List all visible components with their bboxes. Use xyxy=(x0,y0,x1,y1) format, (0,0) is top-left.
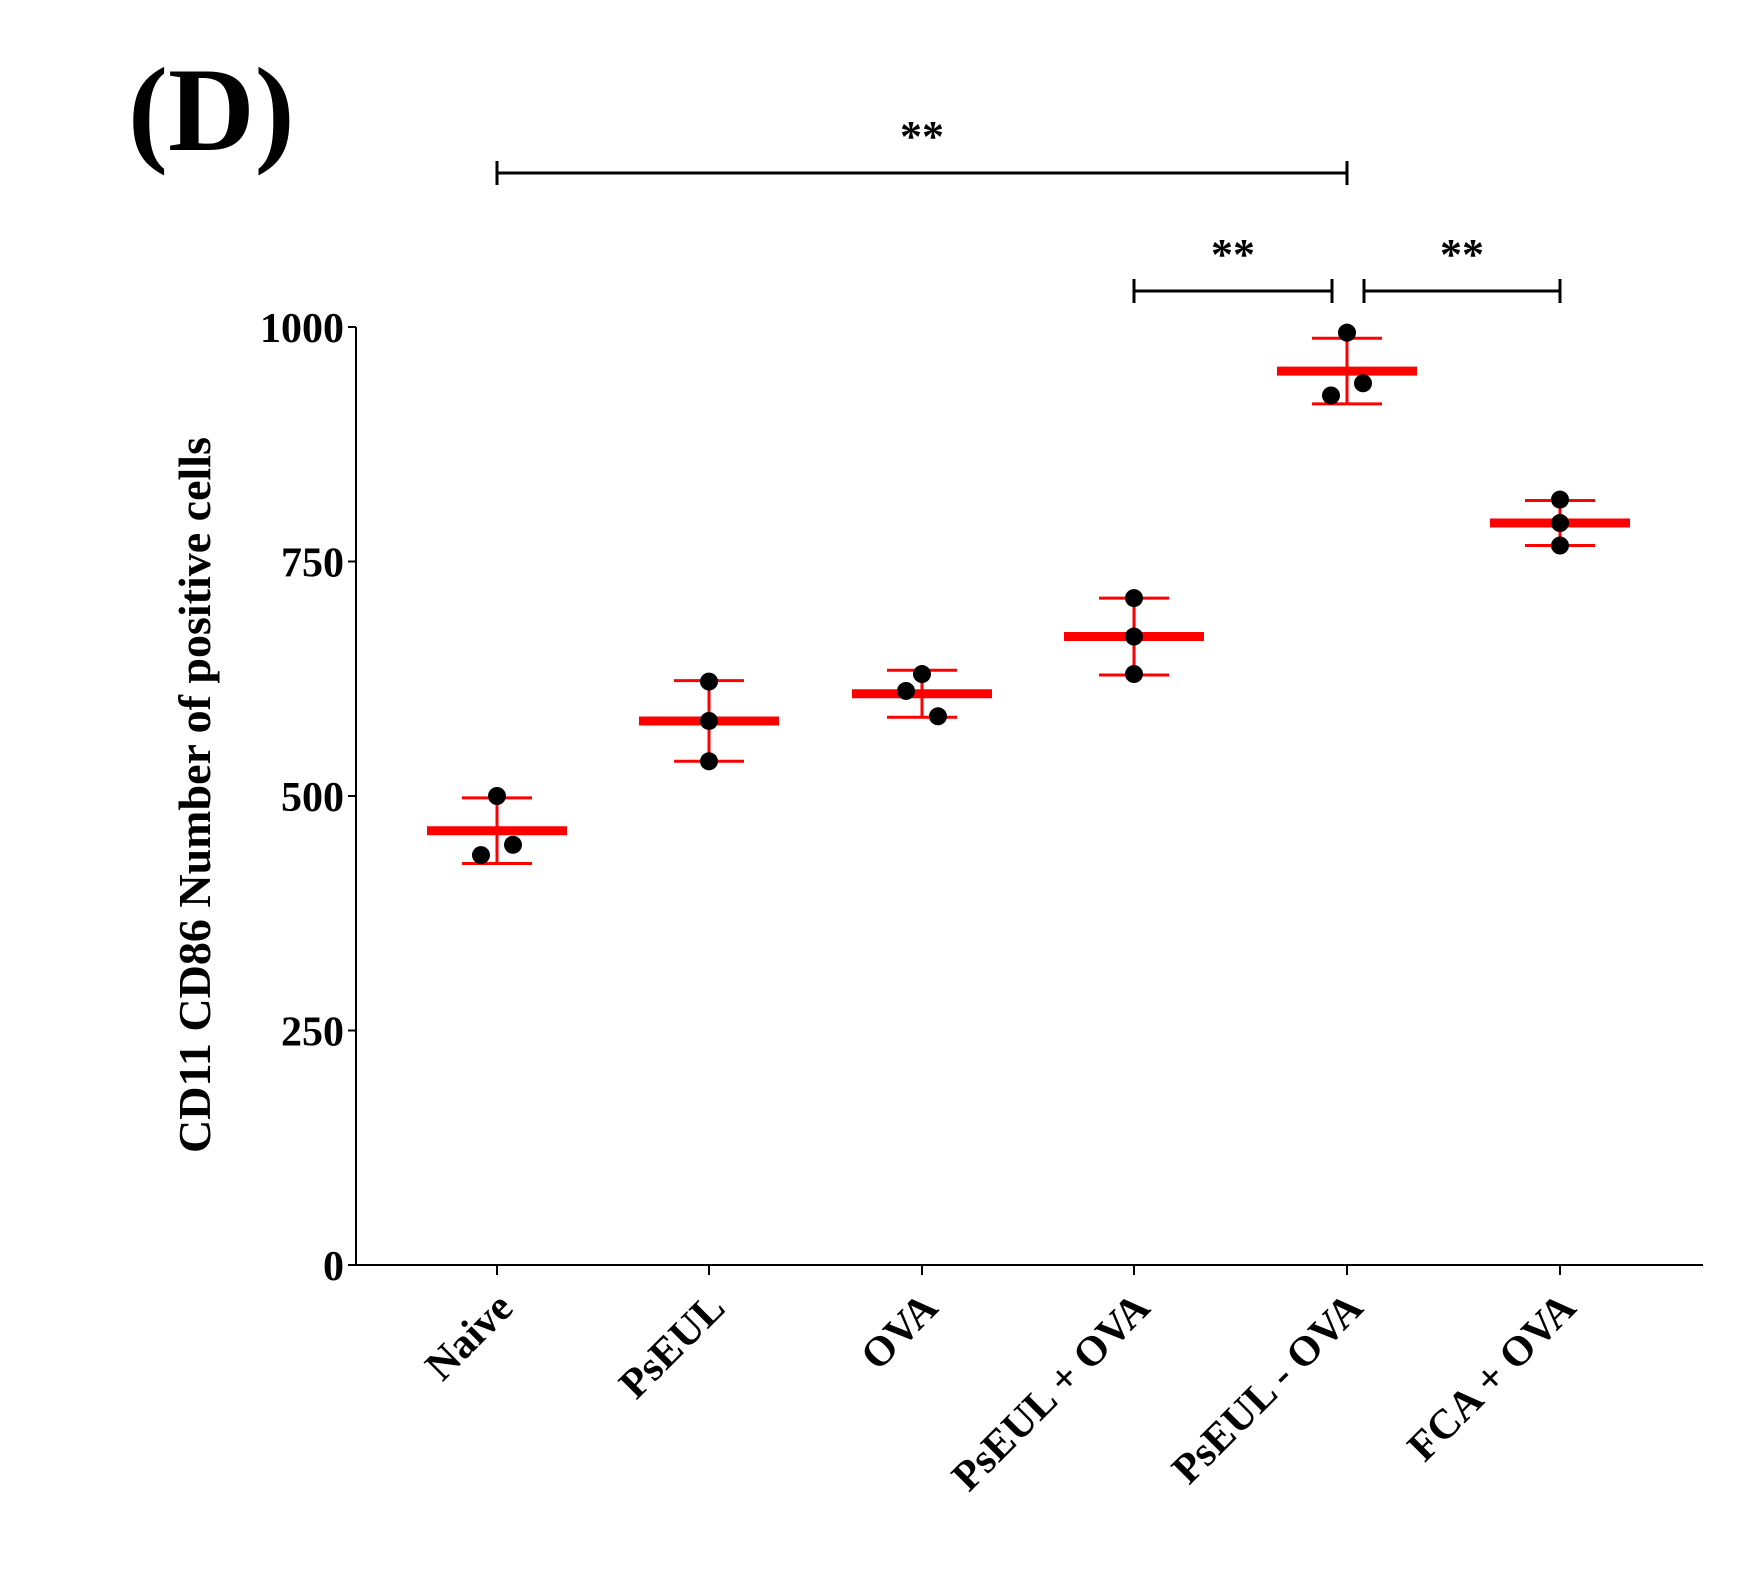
data-point xyxy=(1551,536,1569,555)
data-point xyxy=(913,665,931,684)
x-tick-label: OVA xyxy=(852,1284,947,1379)
panel-label: (D) xyxy=(128,43,295,176)
y-axis-label: CD11 CD86 Number of positive cells xyxy=(169,437,220,1153)
x-tick-label: Naive xyxy=(417,1285,522,1390)
data-point xyxy=(1354,374,1372,393)
significance-label: ** xyxy=(1211,230,1255,279)
significance-label: ** xyxy=(1440,230,1484,279)
y-tick-label: 1000 xyxy=(260,306,344,352)
data-point xyxy=(929,707,947,726)
y-tick-label: 0 xyxy=(323,1244,344,1290)
data-point xyxy=(700,672,718,691)
data-point xyxy=(488,787,506,805)
data-point xyxy=(504,835,522,854)
data-point xyxy=(1551,490,1569,509)
y-tick-label: 750 xyxy=(281,541,344,587)
x-tick-label: FCA + OVA xyxy=(1399,1284,1585,1470)
data-marks xyxy=(427,323,1630,866)
data-point xyxy=(1125,627,1143,646)
data-point xyxy=(1125,665,1143,684)
data-point xyxy=(700,711,718,730)
data-point xyxy=(1322,386,1340,405)
y-tick-label: 250 xyxy=(281,1010,344,1056)
data-point xyxy=(897,681,915,700)
x-tick-label: PsEUL - OVA xyxy=(1164,1284,1373,1493)
x-tick-label: PsEUL + OVA xyxy=(943,1284,1159,1500)
data-point xyxy=(472,846,490,865)
significance-brackets: ** ** ** xyxy=(495,112,1562,303)
x-tick-label: PsEUL xyxy=(611,1285,734,1408)
data-point xyxy=(1338,323,1356,342)
data-point xyxy=(700,752,718,771)
data-point xyxy=(1551,514,1569,533)
data-point xyxy=(1125,589,1143,608)
y-tick-label: 500 xyxy=(281,775,344,821)
significance-label: ** xyxy=(900,112,944,161)
